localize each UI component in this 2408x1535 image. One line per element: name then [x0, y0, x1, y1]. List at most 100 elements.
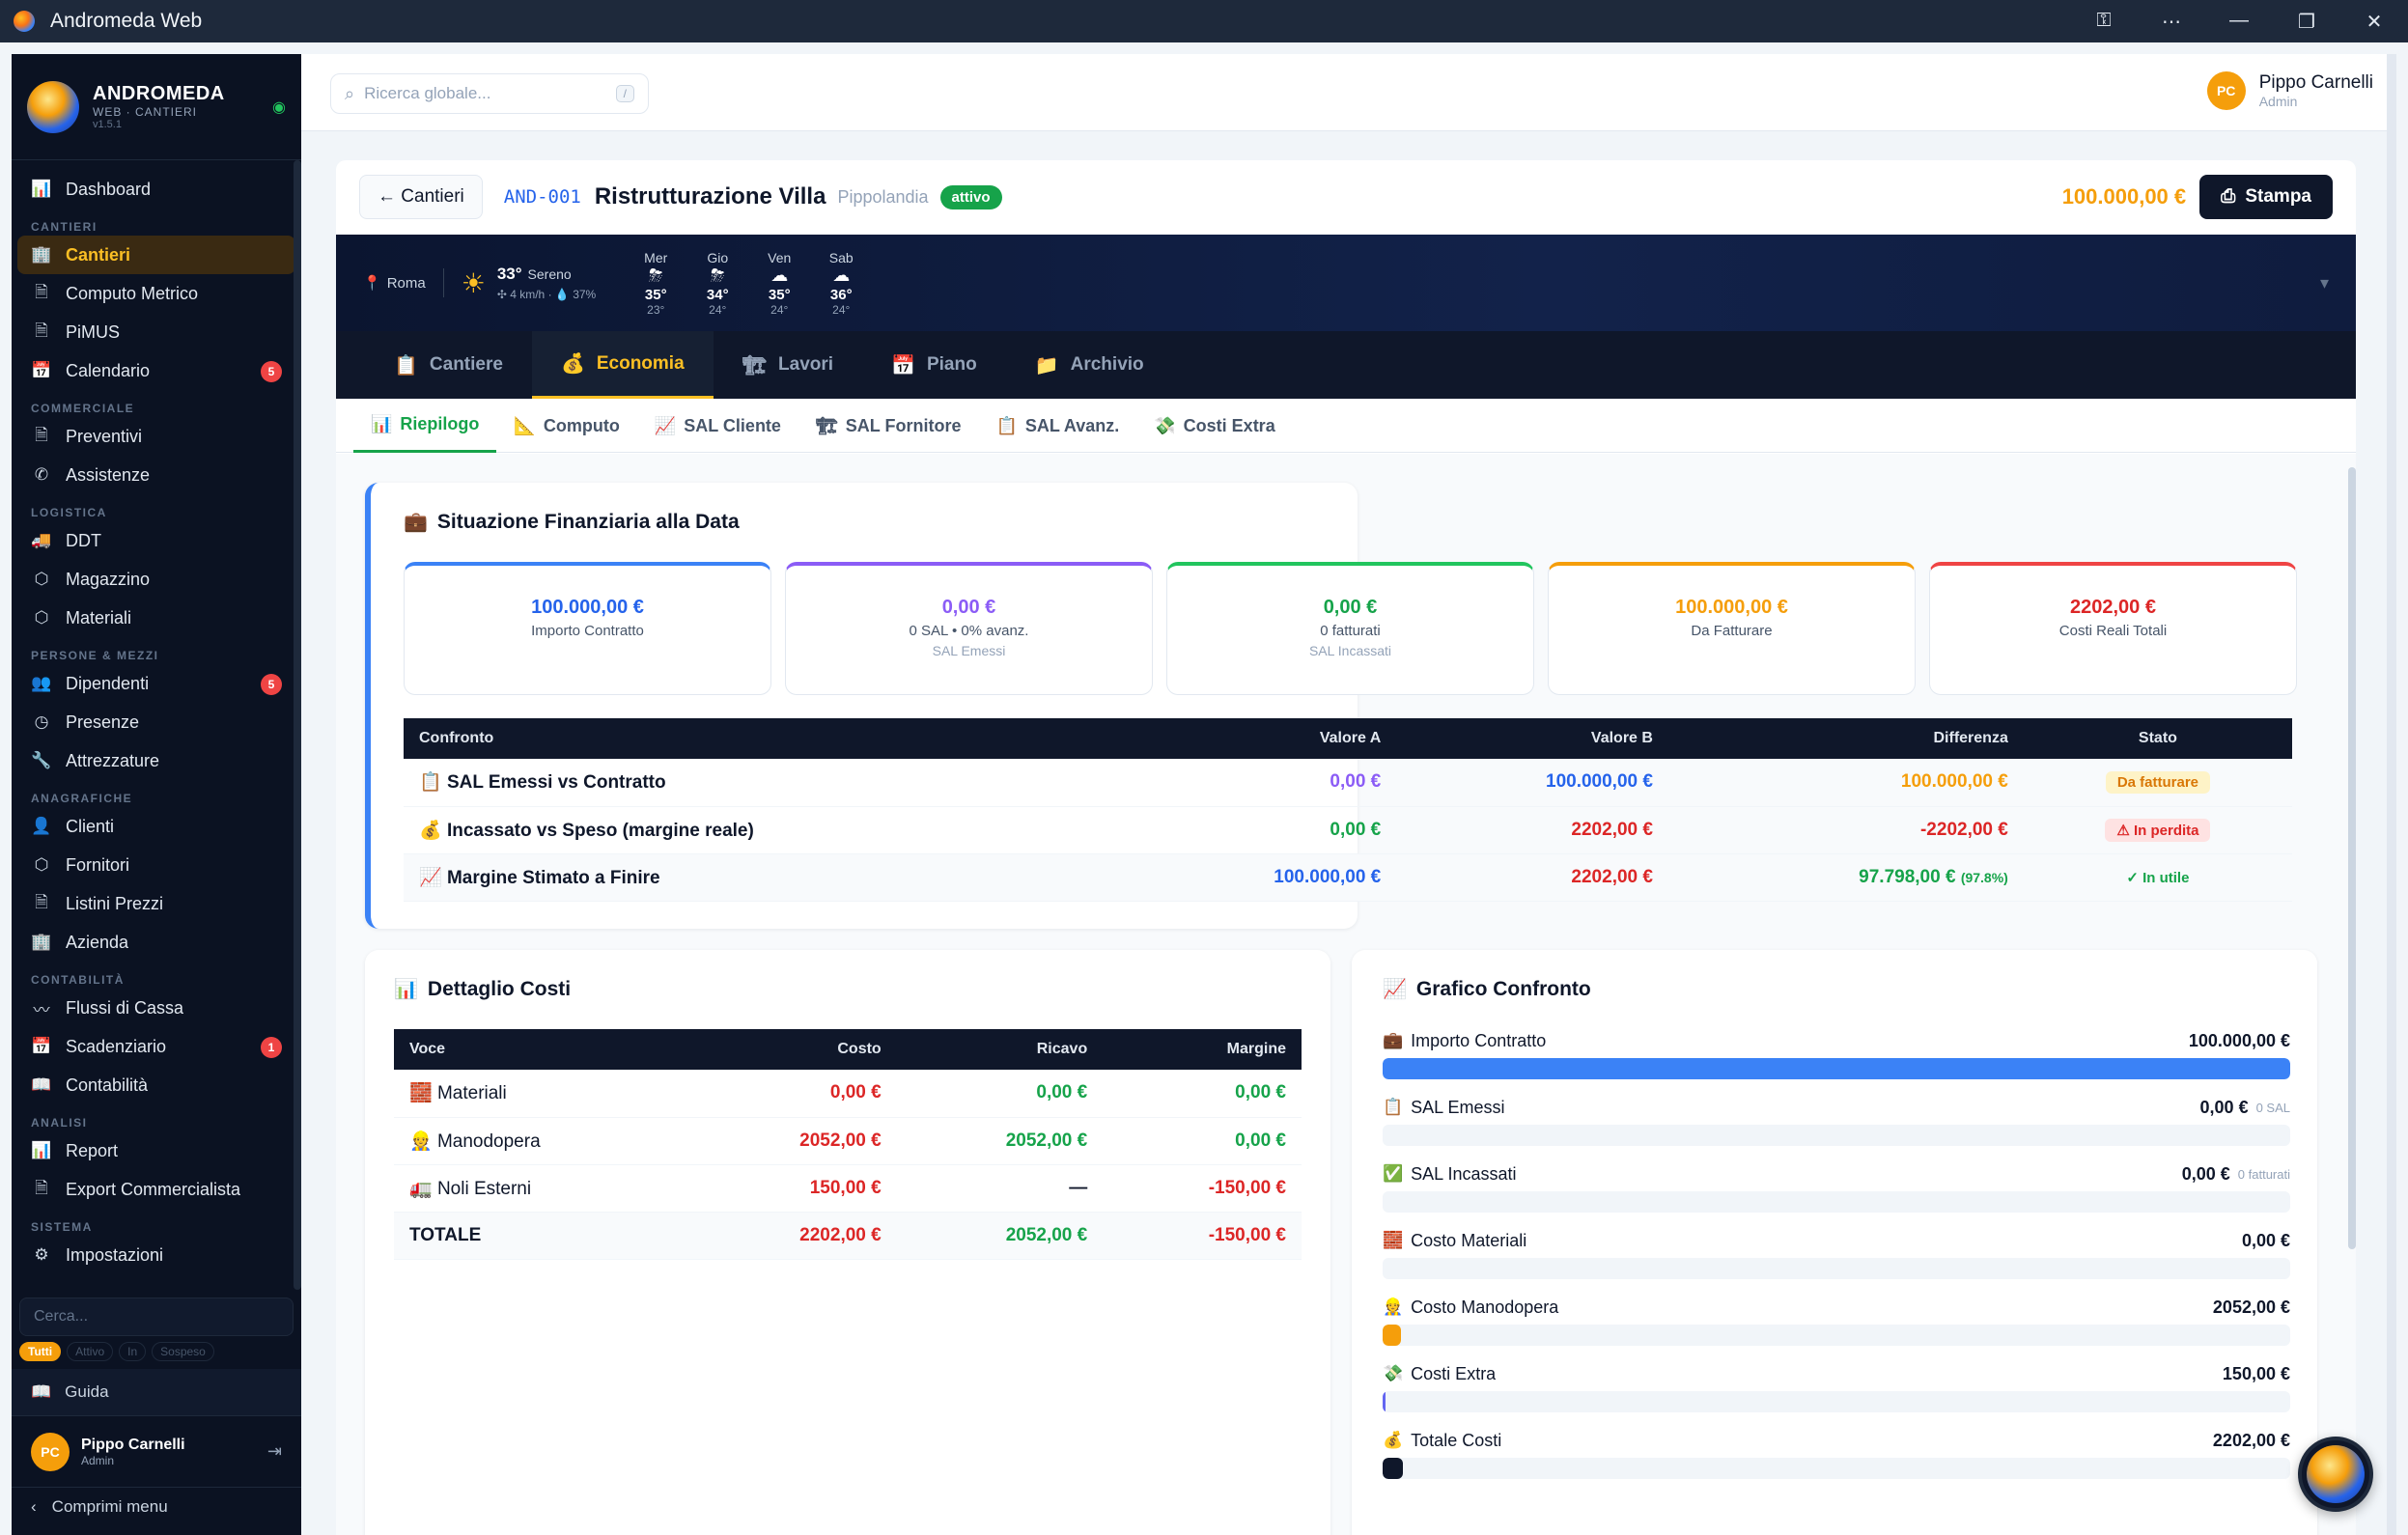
sidebar-filters: Tutti Attivo In Sospeso	[19, 1342, 294, 1361]
tab-icon: 📋	[394, 354, 418, 377]
sidebar-item-export-commercialista[interactable]: 🗎 Export Commercialista	[17, 1170, 295, 1209]
wind-icon: ✣	[496, 288, 507, 301]
sidebar-item-clienti[interactable]: 👤 Clienti	[17, 807, 295, 846]
nav-section-label: PERSONE & MEZZI	[31, 649, 159, 662]
sidebar-item-presenze[interactable]: ◷ Presenze	[17, 703, 295, 741]
difference-pct: (97.8%)	[1960, 869, 2008, 885]
sidebar-item-scadenziario[interactable]: 📅 Scadenziario 1	[17, 1027, 295, 1066]
more-icon[interactable]: ⋯	[2162, 11, 2181, 33]
close-button[interactable]: ✕	[2366, 11, 2383, 33]
value-b: 2202,00 €	[1396, 853, 1668, 902]
count-badge: 5	[261, 361, 282, 382]
bar-track	[1383, 1258, 2290, 1279]
filter-chip[interactable]: Sospeso	[152, 1342, 214, 1361]
revenue-value: 2052,00 €	[896, 1117, 1104, 1165]
fin-title: Situazione Finanziaria alla Data	[436, 510, 740, 533]
subtab-riepilogo[interactable]: 📊 Riepilogo	[353, 399, 497, 453]
sidebar-item-dashboard[interactable]: 📊 Dashboard	[17, 170, 295, 209]
sidebar-item-calendario[interactable]: 📅 Calendario 5	[17, 351, 295, 390]
sidebar-item-fornitori[interactable]: ⬡ Fornitori	[17, 846, 295, 884]
bar-label-text: Costi Extra	[1411, 1363, 1497, 1383]
sidebar-item-flussi-di-cassa[interactable]: 〰 Flussi di Cassa	[17, 989, 295, 1027]
sidebar-item-contabilit-[interactable]: 📖 Contabilità	[17, 1066, 295, 1104]
sidebar-item-pimus[interactable]: 🗎 PiMUS	[17, 313, 295, 351]
sun-icon: ☀	[461, 267, 486, 298]
sidebar-item-preventivi[interactable]: 🗎 Preventivi	[17, 417, 295, 456]
subtab-computo[interactable]: 📐 Computo	[496, 399, 636, 453]
sidebar-item-report[interactable]: 📊 Report	[17, 1131, 295, 1170]
tab-icon: 📁	[1034, 354, 1059, 377]
sidebar-item-cantieri[interactable]: 🏢 Cantieri	[17, 236, 295, 274]
sidebar-user[interactable]: PC Pippo Carnelli Admin ⇥	[12, 1415, 301, 1487]
avatar: PC	[31, 1432, 70, 1471]
logout-icon[interactable]: ⇥	[266, 1441, 282, 1461]
search-placeholder: Ricerca globale...	[364, 84, 491, 102]
content-scrollbar[interactable]	[2348, 467, 2356, 1249]
document-icon: 🗎	[35, 892, 48, 911]
project-header: ← Cantieri AND-001 Ristrutturazione Vill…	[336, 160, 2356, 234]
row-icon: 🚛	[409, 1178, 433, 1199]
kpi-label: Importo Contratto	[531, 623, 644, 639]
assistant-button[interactable]	[2298, 1437, 2373, 1512]
briefcase-icon: 💼	[404, 512, 428, 533]
subtab-sal-cliente[interactable]: 📈 SAL Cliente	[637, 399, 798, 453]
tab-label: Economia	[596, 352, 685, 374]
table-row: 🧱 Materiali 0,00 €0,00 €0,00 €	[394, 1070, 1302, 1118]
tab-archivio[interactable]: 📁 Archivio	[1006, 331, 1173, 399]
tab-cantiere[interactable]: 📋 Cantiere	[365, 331, 532, 399]
sidebar-item-assistenze[interactable]: ✆ Assistenze	[17, 456, 295, 494]
bar-row: 💼 Importo Contratto 100.000,00 €	[1383, 1027, 2290, 1094]
sidebar-search-input[interactable]: Cerca...	[19, 1298, 294, 1336]
bar-header: 👷 Costo Manodopera 2052,00 €	[1383, 1294, 2290, 1321]
weather-bar[interactable]: 📍 Roma ☀ 33° Sereno ✣ 4 km/h · 💧 37% Mer ⛈ 3…	[336, 235, 2356, 331]
sidebar-item-attrezzature[interactable]: 🔧 Attrezzature	[17, 741, 295, 780]
bar-value: 2052,00 €	[2212, 1297, 2290, 1317]
filter-chip[interactable]: Attivo	[67, 1342, 114, 1361]
filter-chip[interactable]: Tutti	[19, 1342, 62, 1361]
minimize-button[interactable]: —	[2229, 9, 2249, 31]
forecast-day-label: Mer	[644, 249, 668, 265]
back-button[interactable]: ← Cantieri	[359, 175, 483, 219]
sidebar-scrollbar[interactable]	[294, 160, 301, 1290]
sidebar-item-ddt[interactable]: 🚚 DDT	[17, 521, 295, 560]
main-scrollbar[interactable]	[2387, 54, 2396, 1535]
sidebar-item-dipendenti[interactable]: 👥 Dipendenti 5	[17, 664, 295, 703]
restore-button[interactable]: ❐	[2298, 11, 2315, 33]
sidebar-item-label: Computo Metrico	[66, 283, 199, 303]
sidebar-item-impostazioni[interactable]: ⚙ Impostazioni	[17, 1236, 295, 1274]
filter-chip[interactable]: In	[119, 1342, 147, 1361]
print-button[interactable]: ⎙ Stampa	[2199, 175, 2333, 219]
chevron-down-icon[interactable]: ▾	[2319, 272, 2329, 293]
subtab-sal-fornitore[interactable]: 🏗 SAL Fornitore	[798, 399, 979, 453]
sidebar-item-label: Clienti	[66, 816, 115, 836]
brand[interactable]: ANDROMEDA WEB · CANTIERI v1.5.1 ◉	[12, 54, 301, 160]
weather-humidity: 37%	[573, 288, 597, 301]
tab-piano[interactable]: 📅 Piano	[862, 331, 1006, 399]
key-icon[interactable]: ⚿	[2096, 9, 2112, 31]
subtab-costi-extra[interactable]: 💸 Costi Extra	[1136, 399, 1292, 453]
guide-button[interactable]: 📖 Guida	[12, 1369, 301, 1415]
collapse-menu-button[interactable]: ‹ Comprimi menu	[12, 1487, 301, 1525]
sidebar-item-label: Scadenziario	[66, 1036, 167, 1056]
sidebar-item-magazzino[interactable]: ⬡ Magazzino	[17, 560, 295, 599]
cost-value: 150,00 €	[690, 1164, 897, 1213]
divider	[442, 268, 444, 297]
top-user-menu[interactable]: PC Pippo Carnelli Admin	[2206, 71, 2373, 110]
subtab-sal-avanz-[interactable]: 📋 SAL Avanz.	[978, 399, 1136, 453]
sidebar-item-listini-prezzi[interactable]: 🗎 Listini Prezzi	[17, 884, 295, 923]
tab-lavori[interactable]: 🏗 Lavori	[714, 331, 862, 399]
sidebar-item-computo-metrico[interactable]: 🗎 Computo Metrico	[17, 274, 295, 313]
wrench-icon: 🔧	[31, 751, 52, 769]
sidebar-item-label: Calendario	[66, 360, 151, 380]
global-search-input[interactable]: ⌕ Ricerca globale... /	[330, 73, 649, 114]
bar-header: ✅ SAL Incassati 0,00 € 0 fatturati	[1383, 1160, 2290, 1187]
chart-icon: 📊	[394, 979, 418, 1000]
row-icon: 📈	[419, 867, 442, 888]
kpi-value: 100.000,00 €	[1675, 597, 1788, 618]
bar-label-text: SAL Incassati	[1411, 1163, 1517, 1184]
sidebar-item-azienda[interactable]: 🏢 Azienda	[17, 923, 295, 962]
tab-economia[interactable]: 💰 Economia	[531, 331, 714, 399]
sidebar-item-materiali[interactable]: ⬡ Materiali	[17, 599, 295, 637]
bar-value: 0,00 €	[2199, 1097, 2249, 1117]
kpi-card: 100.000,00 € Da Fatturare	[1548, 562, 1916, 695]
